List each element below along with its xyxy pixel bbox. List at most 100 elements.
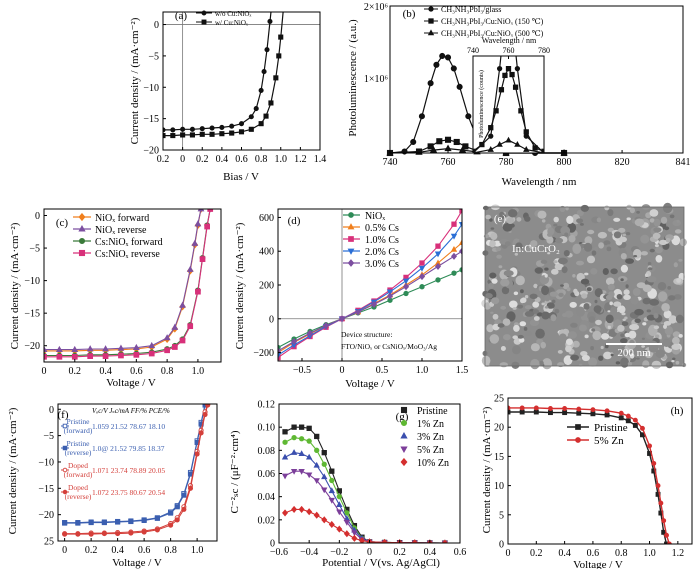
sem-label: In:CuCrO₂: [512, 243, 560, 255]
grain: [553, 223, 558, 227]
grain: [524, 305, 532, 310]
grain: [566, 287, 571, 292]
data-point: [148, 350, 155, 357]
data-point: [313, 478, 320, 485]
grain: [663, 310, 672, 319]
data-point: [186, 265, 194, 272]
grain: [621, 321, 629, 327]
data-point: [305, 472, 313, 479]
x-tick-label: 1.0: [191, 545, 204, 556]
grain: [676, 219, 680, 223]
grain: [655, 349, 665, 359]
data-point: [562, 406, 568, 411]
y-tick-label: −20: [24, 341, 40, 352]
grain: [499, 362, 508, 368]
x-tick-label: 0: [62, 545, 67, 556]
grain: [647, 261, 652, 266]
data-point: [344, 510, 350, 516]
grain: [620, 264, 629, 273]
data-point: [402, 278, 410, 285]
data-point: [548, 410, 553, 416]
grain: [581, 293, 588, 299]
x-axis-label: Voltage / V: [345, 378, 395, 390]
y-axis-label: Current density / (mA·cm⁻²): [9, 222, 21, 349]
grain: [633, 255, 638, 258]
grain: [610, 306, 618, 315]
data-point: [518, 108, 524, 114]
legend-marker: [428, 18, 434, 24]
data-point: [298, 505, 305, 513]
data-point: [462, 143, 469, 150]
data-point: [450, 252, 458, 260]
data-point: [306, 508, 313, 516]
legend-label: CH₃NH₃PbI₃/Cu:NiOₓ (150 ℃): [441, 17, 544, 26]
data-point: [195, 288, 201, 295]
grain: [580, 351, 588, 357]
x-axis-label: Voltage / V: [106, 377, 156, 389]
grain: [672, 336, 680, 345]
x-tick-label: 0.8: [615, 548, 628, 559]
data-point: [189, 126, 195, 132]
grain: [660, 216, 668, 224]
grain: [664, 226, 670, 231]
x-tick-label: 0.6: [130, 366, 143, 377]
panel-label: (b): [403, 8, 416, 20]
grain: [539, 360, 544, 366]
grain: [549, 291, 559, 297]
data-point: [502, 72, 508, 79]
data-point: [453, 138, 460, 146]
x-tick-label: 0.4: [99, 366, 112, 377]
grain: [672, 331, 681, 338]
grain: [646, 276, 657, 283]
grain: [572, 340, 580, 348]
data-point: [194, 220, 202, 227]
grain: [640, 234, 650, 244]
grain: [602, 268, 609, 275]
series-line-4: [284, 470, 445, 543]
grain: [584, 236, 593, 245]
grain: [642, 322, 647, 326]
data-point: [187, 323, 194, 330]
grain: [633, 249, 642, 259]
x-axis-label: Bias / V: [223, 171, 259, 183]
grain: [672, 357, 676, 361]
y-tick-label: −10: [143, 83, 159, 94]
series-group: [44, 209, 214, 360]
grain: [523, 326, 528, 331]
plot-frame: [57, 403, 218, 542]
y-tick-label: 0.10: [258, 423, 276, 434]
data-point: [55, 345, 63, 352]
grain: [657, 282, 667, 291]
grain: [550, 314, 557, 322]
grain: [485, 214, 491, 220]
data-point: [154, 515, 160, 521]
grain: [584, 334, 589, 339]
data-point: [115, 531, 121, 537]
grain: [482, 205, 489, 211]
inset-x-tick-label: 760: [503, 46, 515, 55]
data-point: [329, 468, 335, 474]
grain: [551, 268, 559, 275]
legend-marker: [400, 457, 408, 467]
grain: [519, 321, 527, 327]
data-point: [493, 108, 499, 114]
data-point: [276, 53, 282, 59]
data-point: [576, 406, 582, 412]
grain: [491, 278, 498, 284]
data-point: [533, 405, 539, 411]
data-point: [62, 531, 68, 537]
data-point: [87, 353, 94, 359]
grain: [566, 215, 574, 224]
grain: [541, 302, 545, 306]
grain: [544, 295, 551, 302]
chart-panel-a: 0.2 0 0.2 0.4 0.6 0.8 1.0 1.2 1.4 0 −5 −10 −15 −20 (a)…: [129, 10, 326, 183]
inset-x-tick-label: 780: [538, 46, 550, 55]
data-point: [44, 345, 48, 352]
grain: [573, 288, 578, 294]
grain: [492, 313, 499, 320]
grain: [588, 357, 598, 367]
grain: [489, 218, 493, 222]
data-point: [189, 132, 195, 138]
grain: [513, 291, 519, 296]
series-line-3: [64, 404, 209, 535]
